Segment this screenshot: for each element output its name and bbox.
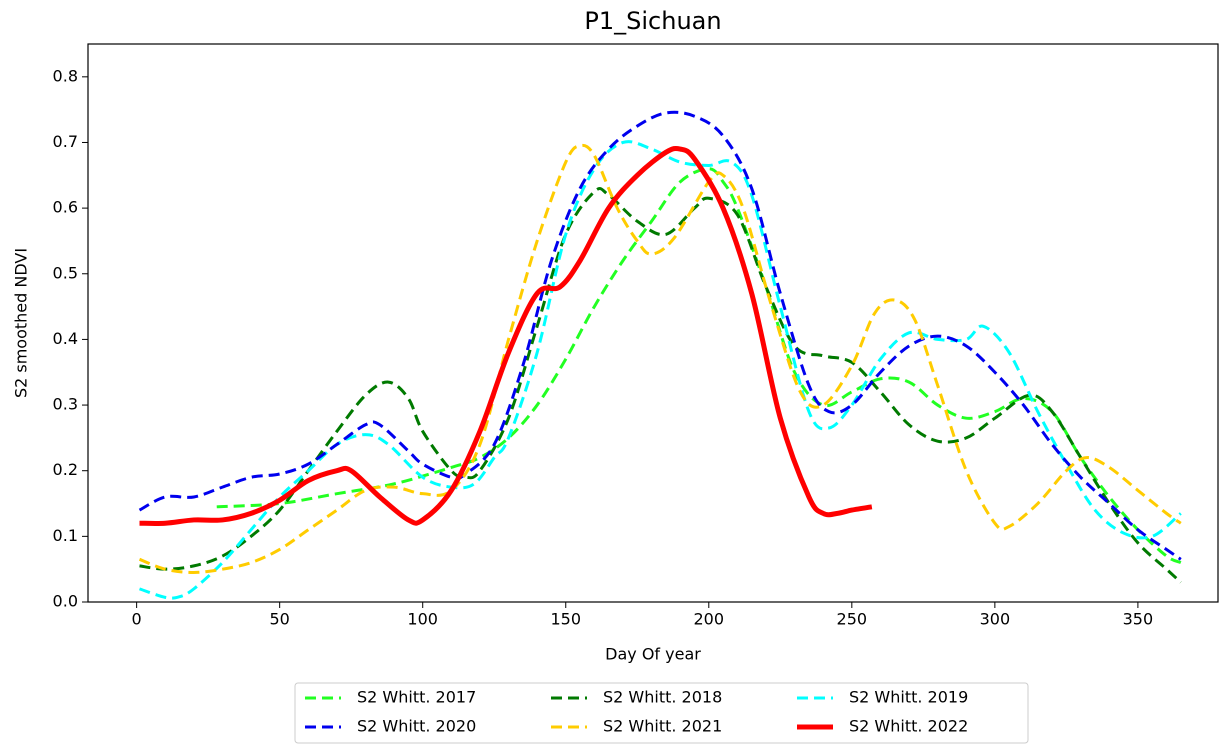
x-tick-label: 250: [837, 610, 868, 629]
y-tick-label: 0.3: [53, 395, 78, 414]
y-tick-label: 0.8: [53, 66, 78, 85]
y-axis-label: S2 smoothed NDVI: [12, 248, 31, 398]
x-tick-label: 100: [407, 610, 438, 629]
legend-label: S2 Whitt. 2022: [849, 717, 968, 736]
legend-label: S2 Whitt. 2020: [357, 717, 476, 736]
y-tick-label: 0.6: [53, 198, 78, 217]
series-line: [139, 140, 1182, 600]
x-tick-label: 200: [694, 610, 725, 629]
y-tick-label: 0.4: [53, 329, 78, 348]
series-line: [139, 187, 1182, 584]
chart-title: P1_Sichuan: [584, 7, 721, 35]
legend-box: [294, 682, 1029, 744]
y-tick-label: 0.1: [53, 526, 78, 545]
series-line: [139, 145, 873, 526]
x-tick-label: 300: [980, 610, 1011, 629]
x-tick-label: 0: [132, 610, 142, 629]
x-tick-label: 150: [550, 610, 581, 629]
x-tick-label: 350: [1123, 610, 1154, 629]
y-tick-label: 0.0: [53, 592, 78, 611]
y-tick-label: 0.5: [53, 263, 78, 282]
legend-label: S2 Whitt. 2017: [357, 688, 476, 707]
legend-label: S2 Whitt. 2021: [603, 717, 722, 736]
legend-label: S2 Whitt. 2018: [603, 688, 722, 707]
legend-label: S2 Whitt. 2019: [849, 688, 968, 707]
x-axis-label: Day Of year: [605, 645, 701, 664]
y-tick-label: 0.2: [53, 460, 78, 479]
series-line: [138, 110, 1182, 561]
x-tick-label: 50: [269, 610, 289, 629]
y-tick-label: 0.7: [53, 132, 78, 151]
series-line: [138, 143, 1182, 574]
plot-frame: [87, 43, 1219, 603]
series-line: [216, 167, 1182, 565]
